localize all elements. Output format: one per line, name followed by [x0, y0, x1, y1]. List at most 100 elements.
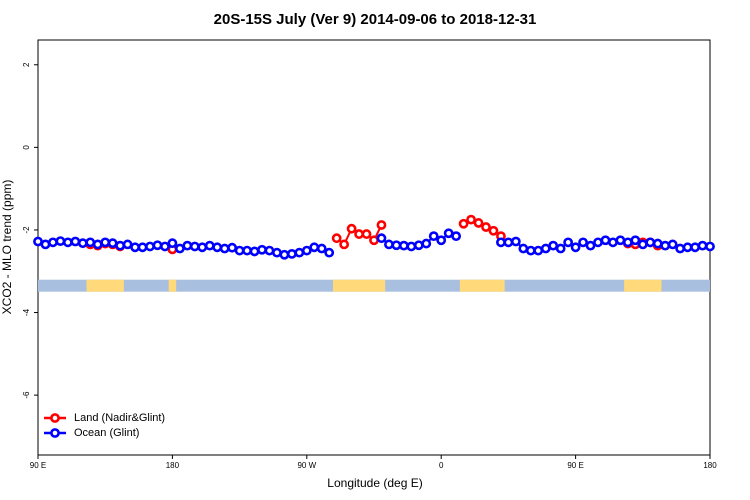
- y-tick-label: 2: [22, 62, 31, 67]
- data-point: [391, 240, 402, 251]
- y-tick-label: -4: [22, 308, 31, 316]
- data-point: [145, 241, 155, 252]
- data-point: [697, 240, 708, 251]
- data-point: [309, 242, 320, 253]
- data-point: [174, 243, 185, 254]
- data-point: [100, 237, 111, 248]
- data-point: [473, 218, 484, 228]
- data-point: [466, 214, 476, 225]
- data-point: [421, 238, 432, 249]
- data-point: [197, 242, 208, 253]
- data-point: [413, 240, 424, 251]
- x-tick-label: 0: [439, 461, 444, 470]
- data-point: [354, 229, 364, 239]
- data-point: [428, 231, 439, 242]
- data-point: [555, 243, 566, 254]
- data-point: [675, 243, 686, 254]
- data-point: [294, 247, 305, 258]
- data-point: [660, 240, 671, 251]
- data-point: [384, 239, 394, 250]
- data-point: [85, 237, 96, 248]
- x-tick-label: 90 E: [567, 461, 583, 470]
- data-point: [189, 241, 200, 252]
- data-point: [525, 245, 536, 256]
- data-point: [122, 239, 133, 250]
- data-point: [652, 238, 663, 249]
- data-point: [705, 241, 715, 252]
- data-point: [279, 249, 290, 260]
- data-point: [458, 218, 469, 229]
- data-point: [585, 240, 596, 251]
- data-point: [436, 235, 447, 246]
- data-point: [339, 239, 350, 250]
- x-tick-label: 90 W: [297, 461, 316, 470]
- legend-marker: [50, 428, 60, 438]
- data-point: [600, 235, 611, 246]
- data-point: [637, 239, 648, 250]
- data-point: [406, 241, 417, 252]
- land-patch: [332, 279, 386, 292]
- data-point: [540, 243, 551, 254]
- data-point: [578, 237, 588, 248]
- data-point: [548, 240, 559, 251]
- data-point: [518, 243, 529, 254]
- data-point: [608, 237, 618, 248]
- land-patch: [624, 279, 662, 292]
- data-point: [40, 239, 51, 250]
- data-point: [286, 249, 297, 259]
- data-point: [70, 236, 81, 247]
- data-point: [204, 240, 215, 251]
- data-point: [182, 240, 193, 251]
- x-axis-label: Longitude (deg E): [327, 476, 422, 490]
- data-point: [622, 237, 633, 248]
- data-point: [264, 245, 275, 256]
- data-point: [77, 238, 88, 249]
- legend-label: Ocean (Glint): [74, 427, 139, 439]
- data-point: [361, 229, 372, 239]
- data-point: [496, 237, 506, 248]
- data-point: [152, 240, 163, 251]
- y-axis-label: XCO2 - MLO trend (ppm): [0, 180, 14, 315]
- data-point: [682, 242, 693, 253]
- y-tick-label: -6: [22, 391, 31, 399]
- data-point: [451, 231, 462, 242]
- data-point: [488, 225, 499, 236]
- data-point: [645, 237, 656, 248]
- data-point: [376, 220, 387, 230]
- legend-marker: [50, 413, 60, 423]
- data-point: [376, 233, 387, 244]
- data-point: [667, 239, 678, 250]
- data-point: [510, 236, 521, 247]
- data-point: [346, 223, 357, 234]
- data-point: [533, 245, 544, 256]
- data-point: [234, 245, 245, 256]
- data-point: [324, 247, 335, 258]
- data-point: [249, 246, 260, 257]
- data-point: [219, 243, 230, 254]
- data-point: [92, 239, 103, 250]
- chart-title: 20S-15S July (Ver 9) 2014-09-06 to 2018-…: [214, 11, 537, 28]
- land-patch: [86, 279, 124, 292]
- x-tick-label: 180: [166, 461, 180, 470]
- legend-label: Land (Nadir&Glint): [74, 412, 165, 424]
- data-point: [242, 245, 252, 256]
- x-tick-label: 180: [703, 461, 717, 470]
- y-tick-label: 0: [22, 145, 31, 150]
- data-point: [593, 237, 603, 248]
- data-point: [33, 236, 43, 247]
- data-point: [130, 242, 140, 253]
- land-patch: [168, 279, 177, 292]
- data-point: [369, 235, 379, 246]
- data-point: [107, 238, 118, 249]
- data-point: [272, 247, 282, 258]
- data-point: [137, 242, 148, 253]
- data-point: [630, 235, 641, 246]
- data-point: [227, 242, 238, 253]
- land-patch: [459, 279, 505, 292]
- y-tick-label: -2: [22, 226, 31, 234]
- data-point: [167, 238, 178, 249]
- data-point: [55, 236, 66, 246]
- data-point: [48, 237, 58, 248]
